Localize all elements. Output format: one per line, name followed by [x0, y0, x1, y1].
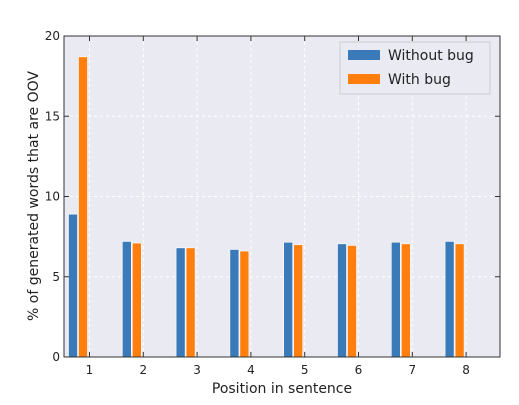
bar-without-bug-4: [229, 249, 240, 358]
x-axis-label: Position in sentence: [212, 381, 352, 397]
y-tick-label: 0: [52, 350, 60, 364]
axes: [63, 35, 501, 358]
y-tick-label: 5: [52, 270, 60, 284]
bar-with-bug-5: [293, 244, 304, 358]
bar-without-bug-6: [337, 243, 347, 358]
bar-without-bug-1: [68, 213, 78, 358]
x-tick-labels: 1 2 3 4 5 6 7 8: [86, 363, 470, 377]
x-tick-label: 2: [139, 363, 147, 377]
x-tick-label: 5: [301, 363, 309, 377]
legend-swatch-with-bug: [348, 74, 380, 84]
bar-without-bug-2: [122, 241, 132, 358]
legend: Without bug With bug: [339, 41, 491, 95]
plot-frame: [63, 35, 501, 358]
bar-with-bug-6: [347, 245, 357, 358]
x-tick-label: 3: [193, 363, 201, 377]
y-tick-label: 10: [45, 190, 60, 204]
y-tick-labels: 0 5 10 15 20: [45, 29, 60, 364]
x-tick-label: 4: [247, 363, 255, 377]
legend-swatch-without-bug: [348, 50, 380, 60]
y-tick-label: 15: [45, 109, 60, 123]
bar-with-bug-8: [454, 243, 465, 358]
bar-with-bug-3: [185, 247, 196, 358]
bar-without-bug-8: [444, 241, 455, 358]
legend-label-without-bug: Without bug: [388, 48, 474, 64]
x-tick-label: 8: [462, 363, 470, 377]
legend-label-with-bug: With bug: [388, 72, 451, 88]
bar-without-bug-3: [175, 247, 186, 358]
x-tick-label: 1: [86, 363, 94, 377]
bar-without-bug-5: [283, 241, 294, 358]
x-tick-label: 7: [408, 363, 416, 377]
y-tick-label: 20: [45, 29, 60, 43]
bar-with-bug-2: [132, 242, 142, 358]
bar-with-bug-7: [400, 243, 411, 358]
bar-with-bug-4: [239, 250, 250, 358]
bar-without-bug-7: [390, 241, 401, 358]
bar-with-bug-1: [78, 56, 88, 358]
x-tick-label: 6: [355, 363, 363, 377]
y-axis-label: % of generated words that are OOV: [26, 71, 42, 321]
